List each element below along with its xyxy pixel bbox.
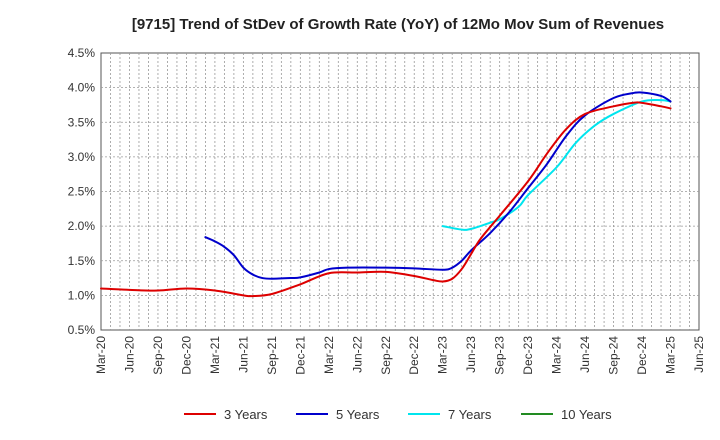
y-tick-label: 1.5%	[68, 254, 96, 268]
plot-area	[100, 52, 700, 331]
x-tick-label: Mar-24	[550, 336, 564, 374]
x-tick-label: Mar-25	[664, 336, 678, 374]
legend-label: 5 Years	[336, 407, 380, 422]
x-tick-label: Sep-21	[265, 336, 279, 375]
x-tick-label: Dec-21	[293, 336, 307, 375]
x-tick-label: Jun-23	[464, 336, 478, 373]
y-tick-label: 4.0%	[68, 81, 96, 95]
x-tick-label: Jun-21	[236, 336, 250, 373]
series-line-3-years	[100, 101, 672, 298]
y-tick-label: 3.5%	[68, 115, 96, 129]
x-tick-label: Mar-23	[436, 336, 450, 374]
legend-label: 7 Years	[448, 407, 492, 422]
series-lines	[100, 91, 672, 298]
x-tick-label: Sep-23	[493, 336, 507, 375]
x-tick-label: Dec-20	[179, 336, 193, 375]
x-tick-label: Sep-20	[151, 336, 165, 375]
y-tick-label: 2.0%	[68, 219, 96, 233]
x-tick-label: Jun-24	[578, 336, 592, 373]
x-tick-label: Jun-20	[122, 336, 136, 373]
x-tick-label: Mar-20	[94, 336, 108, 374]
x-tick-label: Dec-22	[407, 336, 421, 375]
x-tick-label: Jun-25	[692, 336, 706, 373]
x-tick-label: Sep-22	[379, 336, 393, 375]
y-tick-label: 2.5%	[68, 185, 96, 199]
legend: 3 Years 5 Years 7 Years 10 Years	[184, 407, 612, 422]
y-axis: 0.5% 1.0% 1.5% 2.0% 2.5% 3.0% 3.5% 4.0% 4.5%	[68, 46, 96, 337]
chart-title: [9715] Trend of StDev of Growth Rate (Yo…	[132, 16, 664, 33]
x-tick-label: Mar-22	[322, 336, 336, 374]
x-axis: Mar-20 Jun-20 Sep-20 Dec-20 Mar-21 Jun-21 Sep-…	[94, 336, 706, 375]
x-tick-label: Jun-22	[350, 336, 364, 373]
x-tick-label: Dec-23	[521, 336, 535, 375]
y-tick-label: 3.0%	[68, 150, 96, 164]
y-tick-label: 0.5%	[68, 323, 96, 337]
x-tick-label: Mar-21	[208, 336, 222, 374]
y-tick-label: 1.0%	[68, 288, 96, 302]
x-tick-label: Dec-24	[635, 336, 649, 375]
y-tick-label: 4.5%	[68, 46, 96, 60]
legend-label: 10 Years	[561, 407, 612, 422]
x-tick-label: Sep-24	[607, 336, 621, 375]
legend-label: 3 Years	[224, 407, 268, 422]
